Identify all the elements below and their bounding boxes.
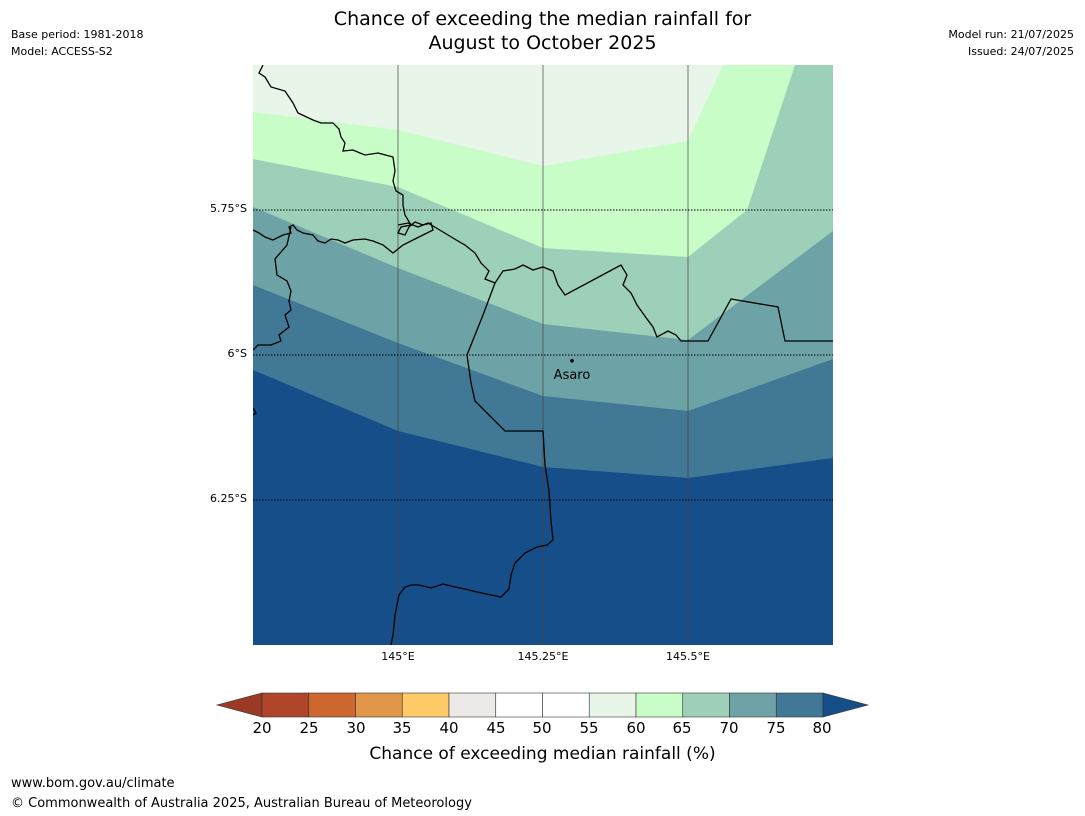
model-name: Model: ACCESS-S2 bbox=[11, 45, 113, 58]
footer-copyright: © Commonwealth of Australia 2025, Austra… bbox=[11, 796, 472, 811]
latitude-label-2: 6°S bbox=[227, 347, 247, 360]
colorbar-segment bbox=[635, 692, 684, 718]
colorbar-tick-55: 55 bbox=[579, 719, 599, 737]
metadata-right: Model run: 21/07/2025 Issued: 24/07/2025 bbox=[948, 26, 1074, 60]
border-line-west-edge bbox=[253, 407, 257, 416]
colorbar-over-arrow bbox=[822, 692, 870, 718]
colorbar-segment bbox=[588, 692, 637, 718]
colorbar-tick-80: 80 bbox=[812, 719, 832, 737]
colorbar-tick-30: 30 bbox=[346, 719, 366, 737]
colorbar-segment bbox=[542, 692, 590, 718]
colorbar-tick-20: 20 bbox=[252, 719, 272, 737]
chart-title: Chance of exceeding the median rainfall … bbox=[0, 7, 1085, 55]
colorbar-tick-60: 60 bbox=[626, 719, 646, 737]
border-line-north bbox=[253, 65, 434, 254]
title-line-1: Chance of exceeding the median rainfall … bbox=[333, 8, 752, 30]
colorbar-under-arrow bbox=[215, 692, 263, 718]
colorbar-segment bbox=[401, 692, 450, 718]
colorbar-segment bbox=[261, 692, 310, 718]
issued-date: Issued: 24/07/2025 bbox=[967, 45, 1074, 58]
colorbar-segment bbox=[355, 692, 403, 718]
colorbar-tick-45: 45 bbox=[486, 719, 506, 737]
latitude-label-3: 6.25°S bbox=[210, 492, 247, 505]
colorbar-title: Chance of exceeding median rainfall (%) bbox=[369, 744, 716, 764]
colorbar-tick-75: 75 bbox=[766, 719, 786, 737]
colorbar-segment bbox=[729, 692, 777, 718]
base-period: Base period: 1981-2018 bbox=[11, 28, 144, 41]
colorbar-tick-70: 70 bbox=[719, 719, 739, 737]
border-line-south bbox=[390, 282, 554, 645]
band-55-60 bbox=[253, 65, 723, 166]
colorbar-segment bbox=[448, 692, 497, 718]
metadata-left: Base period: 1981-2018 Model: ACCESS-S2 bbox=[11, 26, 143, 60]
colorbar-segment bbox=[775, 692, 824, 718]
rainfall-map: Asaro bbox=[253, 65, 833, 645]
colorbar-segment bbox=[682, 692, 730, 718]
colorbar-tick-25: 25 bbox=[299, 719, 319, 737]
title-line-2: August to October 2025 bbox=[428, 32, 657, 54]
town-label-asaro: Asaro bbox=[554, 368, 591, 383]
colorbar-tick-50: 50 bbox=[532, 719, 552, 737]
colorbar-tick-40: 40 bbox=[439, 719, 459, 737]
colorbar-segment bbox=[495, 692, 543, 718]
colorbar bbox=[215, 692, 870, 718]
colorbar-segments bbox=[261, 692, 824, 718]
model-run: Model run: 21/07/2025 bbox=[948, 28, 1074, 41]
town-marker-asaro bbox=[570, 359, 574, 363]
latitude-label-1: 5.75°S bbox=[210, 202, 247, 215]
latitude-gridlines bbox=[253, 209, 833, 501]
colorbar-tick-65: 65 bbox=[672, 719, 692, 737]
longitude-label-1: 145°E bbox=[381, 650, 415, 663]
border-line-central bbox=[397, 222, 833, 342]
colorbar-tick-35: 35 bbox=[392, 719, 412, 737]
colorbar-segment bbox=[308, 692, 356, 718]
border-line-inland bbox=[253, 226, 292, 351]
longitude-label-3: 145.5°E bbox=[666, 650, 710, 663]
longitude-label-2: 145.25°E bbox=[517, 650, 569, 663]
footer-url: www.bom.gov.au/climate bbox=[11, 776, 175, 791]
